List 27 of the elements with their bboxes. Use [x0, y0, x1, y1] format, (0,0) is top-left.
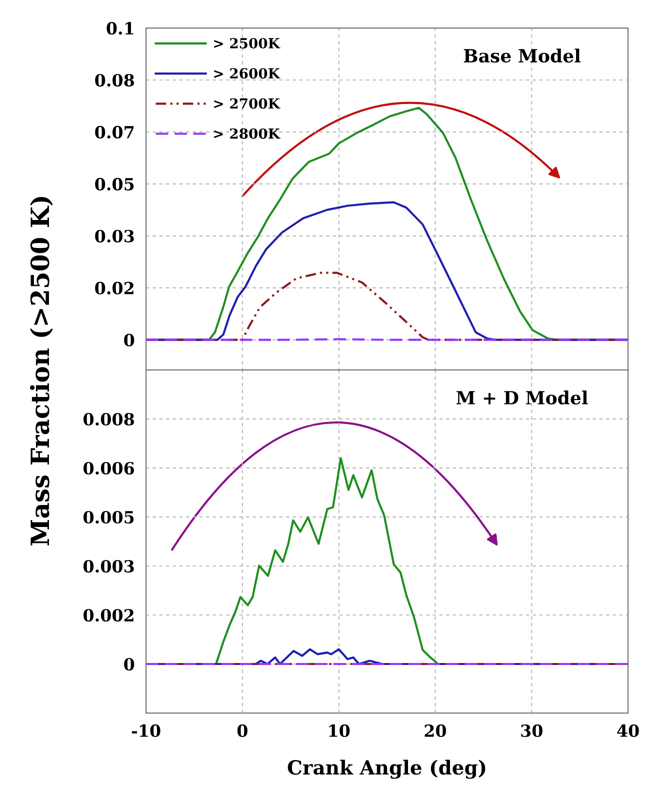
- x-tick-label: 40: [617, 724, 639, 738]
- y-tick-label: 0.002: [84, 608, 134, 622]
- x-axis-title: Crank Angle (deg): [288, 760, 486, 779]
- x-tick-label: -10: [132, 724, 160, 738]
- y-tick-label: 0.006: [84, 462, 134, 475]
- y-tick-label: 0: [124, 658, 134, 671]
- text: Base Model: [464, 48, 580, 63]
- legend-label: > 2500K: [214, 38, 280, 48]
- y-tick-label: 0.05: [95, 178, 134, 190]
- y-tick-label: 0.03: [95, 230, 134, 242]
- x-tick-label: 0: [237, 724, 248, 738]
- y-tick-label: 0.005: [84, 510, 134, 524]
- legend-label: > 2800K: [214, 128, 280, 139]
- y-tick-label: 0.08: [95, 74, 134, 87]
- y-tick-label: 0.003: [84, 560, 134, 573]
- y-tick-label: 0.02: [95, 282, 134, 294]
- y-tick-label: 0: [124, 334, 134, 346]
- x-tick-label: 10: [329, 724, 350, 738]
- text: M + D Model: [456, 390, 588, 405]
- y-tick-label: 0.008: [84, 412, 134, 426]
- y-tick-label: 0.1: [106, 22, 134, 35]
- legend-label: > 2700K: [214, 98, 280, 109]
- y-axis-title: Mass Fraction (>2500 K): [30, 196, 53, 546]
- x-tick-label: 30: [521, 724, 542, 738]
- y-tick-label: 0.07: [95, 126, 134, 139]
- legend-label: > 2600K: [214, 68, 280, 79]
- x-tick-label: 20: [424, 724, 446, 738]
